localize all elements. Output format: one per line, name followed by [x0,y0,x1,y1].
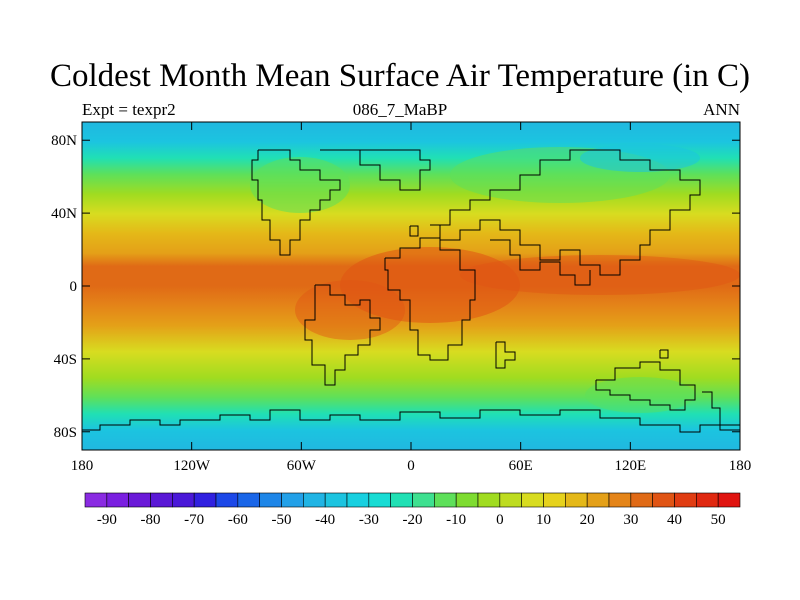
lat-tick-label: 40N [51,206,77,222]
colorbar-swatch [630,492,653,508]
tropical-south-america-warm-area [295,280,405,340]
colorbar-swatch [674,492,697,508]
colorbar-swatch [586,492,610,508]
colorbar: -90 -80 -70 -60 -50 -40 -30 -20 -10 0 10 20 30 40 50 [84,492,741,528]
colorbar-swatch [696,492,719,508]
new-zealand-coast [702,391,740,431]
australia-coast [595,361,696,411]
antarctica-coast [82,409,740,433]
colorbar-swatch [150,492,173,508]
south-america-coast [304,284,381,386]
colorbar-label: -20 [403,512,423,528]
colorbar-swatch [172,492,195,508]
colorbar-label: -10 [446,512,466,528]
colorbar-label: -80 [141,512,161,528]
lon-tick-label: 180 [71,458,94,474]
colorbar-swatch [193,492,217,508]
arctic-islands-coast [320,149,431,191]
colorbar-label: -30 [359,512,379,528]
colorbar-label: -70 [184,512,204,528]
season-label: ANN [703,100,740,119]
colorbar-swatch [652,492,675,508]
colorbar-label: -60 [228,512,248,528]
colorbar-swatch [259,492,282,508]
colorbar-label: 0 [496,512,504,528]
colorbar-swatch [346,492,370,508]
north-america-cool-area [250,157,350,213]
eurasia-coast [430,149,701,276]
colorbar-swatch [324,492,348,508]
colorbar-swatch [128,492,151,508]
japan-coast [659,349,669,359]
colorbar-swatch [717,492,741,508]
colorbar-swatch [368,492,391,508]
colorbar-label: 20 [580,512,595,528]
colorbar-swatch [565,492,588,508]
latitude-ticks: 80N 40N 0 40S 80S [51,133,740,441]
lon-tick-label: 60W [287,458,317,474]
colorbar-swatch [543,492,566,508]
arabia-india-coast [490,239,591,286]
colorbar-swatch [106,492,129,508]
colorbar-swatch [434,492,457,508]
colorbar-swatch [281,492,304,508]
lat-tick-label: 80N [51,133,77,149]
colorbar-swatch [521,492,544,508]
colorbar-swatch [215,492,239,508]
colorbar-swatch [303,492,326,508]
southern-land-cool-area [585,377,695,413]
colorbar-swatch [84,492,108,508]
lon-tick-label: 120E [614,458,646,474]
experiment-label: Expt = texpr2 [82,100,176,119]
lon-tick-label: 60E [509,458,533,474]
europe-africa-coast [384,237,476,361]
lat-tick-label: 40S [54,352,77,368]
colorbar-swatch [237,492,260,508]
longitude-ticks: 180 120W 60W 0 60E 120E 180 [71,122,752,474]
time-label: 086_7_MaBP [352,100,448,119]
map-title: Coldest Month Mean Surface Air Temperatu… [50,58,750,94]
colorbar-swatch [477,492,501,508]
colorbar-label: 50 [711,512,726,528]
madagascar-coast [495,341,516,369]
colorbar-label: -90 [97,512,117,528]
colorbar-label: 10 [536,512,551,528]
colorbar-label: 40 [667,512,682,528]
lon-tick-label: 120W [173,458,211,474]
coastlines [82,149,740,433]
colorbar-label: -40 [315,512,335,528]
colorbar-label: 30 [623,512,638,528]
lon-tick-label: 180 [729,458,752,474]
north-america-coast [251,149,341,256]
colorbar-swatch [499,492,522,508]
temperature-field [82,122,740,450]
siberia-cold-area [580,144,700,172]
colorbar-swatch [455,492,479,508]
lat-tick-label: 0 [70,279,78,295]
colorbar-label: -50 [272,512,292,528]
lon-tick-label: 0 [407,458,415,474]
colorbar-swatch [412,492,435,508]
lat-tick-label: 80S [54,425,77,441]
colorbar-swatch [608,492,632,508]
greenland-coast [409,225,419,237]
colorbar-swatch [390,492,413,508]
